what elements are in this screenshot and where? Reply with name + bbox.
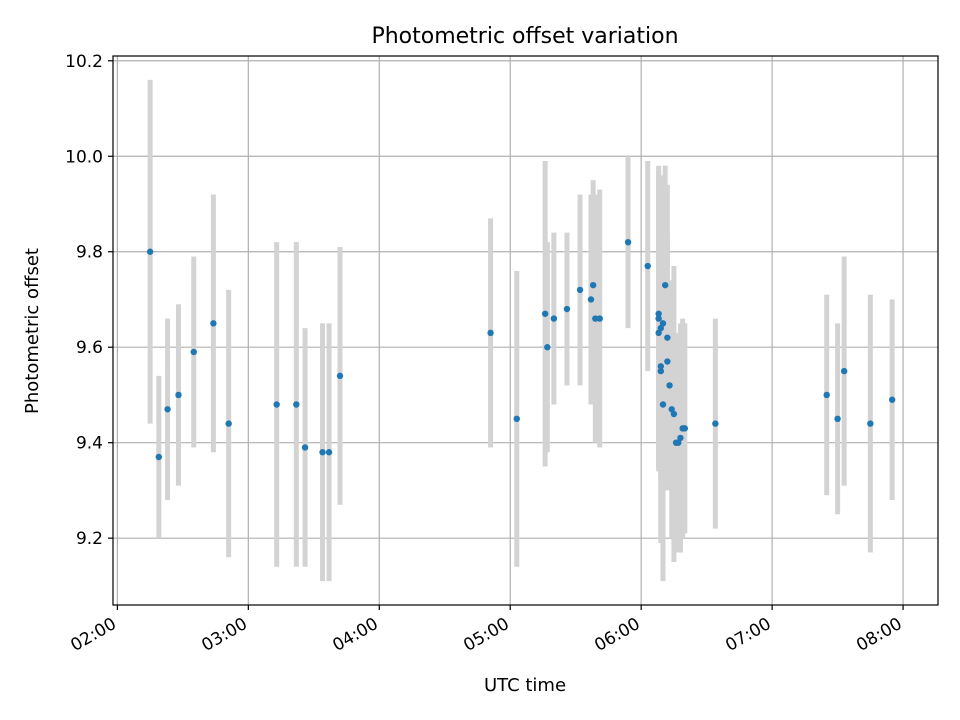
data-point (840, 367, 848, 375)
data-point (659, 320, 667, 327)
data-point (319, 449, 326, 456)
data-point (225, 420, 232, 427)
data-point (273, 401, 280, 408)
y-tick-label: 9.2 (76, 529, 103, 549)
data-point (190, 348, 197, 356)
data-point (587, 296, 595, 303)
chart-title: Photometric offset variation (371, 24, 678, 49)
y-axis-label: Photometric offset (22, 248, 43, 414)
data-point (666, 382, 673, 389)
data-point (544, 344, 551, 351)
data-point (670, 410, 678, 418)
data-point (210, 320, 217, 327)
data-points (146, 238, 896, 461)
grid (113, 56, 938, 605)
data-point (336, 372, 344, 380)
data-point (487, 329, 494, 337)
y-tick-label: 9.4 (76, 434, 103, 454)
data-point (664, 358, 671, 365)
data-point (867, 420, 874, 427)
data-point (657, 367, 665, 375)
errorbars (147, 79, 895, 582)
data-point (576, 286, 584, 294)
x-tick-label: 06:00 (591, 614, 643, 656)
y-tick-label: 9.6 (76, 338, 103, 358)
data-point (681, 425, 689, 432)
data-point (655, 310, 662, 317)
data-point (589, 281, 597, 289)
data-point (888, 396, 896, 403)
data-point (596, 315, 603, 322)
x-tick-label: 04:00 (329, 614, 381, 656)
x-axis-label: UTC time (484, 675, 566, 696)
data-point (657, 363, 665, 370)
data-point (301, 444, 309, 451)
data-point (155, 453, 163, 461)
data-point (834, 415, 841, 423)
data-point (823, 391, 830, 399)
data-point (146, 248, 154, 255)
data-point (664, 334, 671, 341)
data-point (668, 406, 675, 413)
data-point (563, 305, 571, 313)
data-point (712, 420, 719, 427)
plot-frame (112, 55, 939, 606)
data-point (657, 324, 665, 332)
y-tick-label: 10.2 (65, 52, 103, 72)
data-point (164, 406, 171, 413)
y-tick-label: 9.8 (76, 243, 103, 263)
data-point (541, 310, 549, 317)
data-point (175, 391, 182, 399)
data-point (293, 401, 300, 408)
data-point (644, 262, 651, 270)
data-point (659, 401, 667, 408)
x-tick-label: 05:00 (460, 614, 512, 656)
x-tick-label: 02:00 (67, 614, 119, 656)
data-point (624, 238, 632, 246)
data-point (675, 439, 682, 446)
data-point (661, 281, 669, 289)
data-point (325, 449, 333, 456)
x-tick-label: 07:00 (722, 614, 774, 656)
x-tick-label: 08:00 (853, 614, 905, 656)
y-tick-label: 10.0 (65, 147, 103, 167)
data-point (655, 329, 662, 337)
data-point (655, 315, 662, 322)
data-point (677, 434, 684, 442)
x-tick-label: 03:00 (198, 614, 250, 656)
data-point (550, 315, 558, 322)
data-point (513, 415, 520, 423)
